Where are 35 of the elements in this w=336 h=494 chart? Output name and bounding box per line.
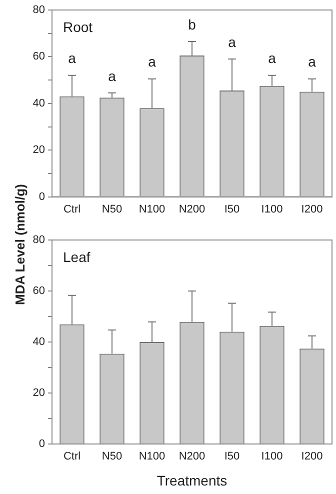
annotation: a	[108, 68, 116, 84]
x-tick-label: I50	[224, 450, 240, 463]
y-tick-label: 40	[32, 336, 45, 348]
x-tick-label: Ctrl	[63, 450, 81, 463]
annotation: a	[228, 34, 236, 50]
annotation: a	[308, 54, 316, 70]
x-tick-label: N100	[138, 450, 166, 463]
x-tick-label: Ctrl	[63, 203, 81, 216]
x-tick-label: I100	[261, 450, 283, 463]
y-tick-label: 60	[32, 285, 45, 298]
y-axis-title: MDA Level (nmol/g)	[12, 183, 28, 307]
x-tick-label: N50	[102, 203, 122, 216]
annotation: b	[188, 16, 196, 32]
x-tick-label: I100	[261, 203, 283, 216]
x-tick-label: N200	[178, 203, 206, 216]
x-tick-label: I200	[301, 450, 323, 463]
x-tick-label: I200	[301, 203, 323, 216]
annotation: Root	[63, 18, 93, 35]
y-tick-label: 40	[32, 97, 45, 110]
x-tick-label: N200	[178, 450, 206, 463]
y-tick-label: 80	[32, 4, 45, 16]
y-tick-label: 60	[32, 50, 45, 63]
y-tick-label: 80	[32, 234, 45, 246]
annotation: a	[68, 50, 76, 66]
x-axis-title: Treatments	[156, 472, 228, 488]
annotation: a	[148, 54, 156, 70]
annotation: Leaf	[63, 248, 90, 265]
x-tick-label: N100	[138, 203, 166, 216]
y-tick-label: 0	[38, 438, 45, 450]
x-tick-label: N50	[102, 450, 122, 463]
y-tick-label: 20	[32, 144, 45, 156]
x-tick-label: I50	[224, 203, 240, 216]
y-tick-label: 20	[32, 387, 45, 400]
annotation: a	[268, 50, 276, 66]
y-tick-label: 0	[38, 190, 45, 203]
